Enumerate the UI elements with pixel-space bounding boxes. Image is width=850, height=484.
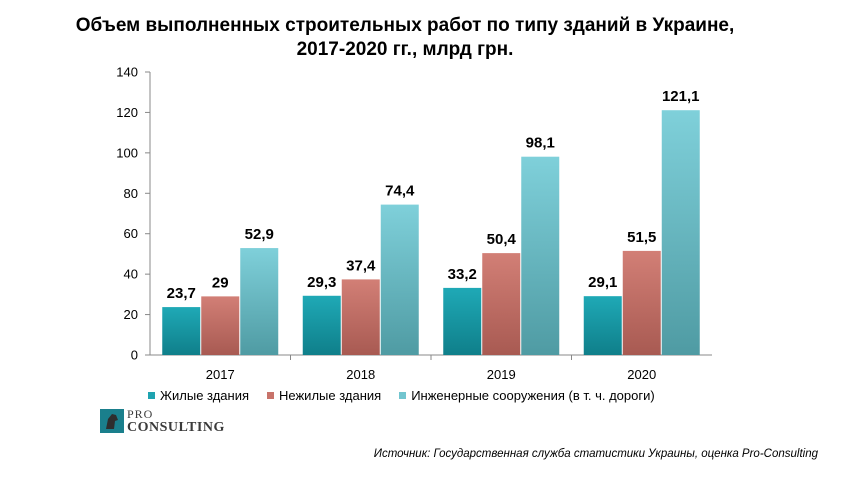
data-label: 50,4 <box>487 231 517 248</box>
y-tick-label: 80 <box>124 186 138 201</box>
legend-label-nonresidential: Нежилые здания <box>279 388 382 403</box>
bar-2018-series-0 <box>302 295 341 355</box>
pro-consulting-logo: PRO CONSULTING <box>100 407 225 435</box>
data-label: 37,4 <box>346 257 376 274</box>
y-tick-label: 100 <box>116 145 138 160</box>
chart-title-line2: 2017-2020 гг., млрд грн. <box>296 39 514 60</box>
logo-text-pro: PRO <box>127 407 154 421</box>
data-label: 121,1 <box>662 88 700 105</box>
source-note: Источник: Государственная служба статист… <box>373 448 818 460</box>
y-tick-label: 40 <box>124 267 138 282</box>
bar-2020-series-2 <box>661 110 700 355</box>
legend-item-engineering: Инженерные сооружения (в т. ч. дороги) <box>399 388 655 403</box>
bar-2020-series-1 <box>622 250 661 355</box>
legend-label-engineering: Инженерные сооружения (в т. ч. дороги) <box>411 388 655 403</box>
chart-legend: Жилые здания Нежилые здания Инженерные с… <box>148 388 655 403</box>
legend-swatch-nonresidential <box>267 392 275 399</box>
legend-swatch-engineering <box>399 392 407 399</box>
x-tick-label: 2017 <box>206 367 235 382</box>
y-tick-label: 60 <box>124 226 138 241</box>
legend-label-residential: Жилые здания <box>160 388 250 403</box>
chart-title-line1: Объем выполненных строительных работ по … <box>75 15 735 36</box>
data-label: 29 <box>212 274 229 291</box>
logo-text-consulting: CONSULTING <box>127 420 225 435</box>
legend-swatch-residential <box>148 392 155 399</box>
data-label: 33,2 <box>448 266 477 283</box>
bar-2019-series-0 <box>443 287 482 355</box>
bar-2020-series-0 <box>583 296 622 355</box>
horse-head-icon <box>100 409 124 433</box>
x-tick-label: 2018 <box>346 367 375 382</box>
y-tick-label: 120 <box>116 105 138 120</box>
data-label: 52,9 <box>245 226 274 243</box>
legend-item-nonresidential: Нежилые здания <box>267 388 381 403</box>
y-tick-label: 20 <box>124 307 138 322</box>
data-label: 29,3 <box>307 274 336 291</box>
y-tick-label: 0 <box>131 348 138 363</box>
chart-title: Объем выполненных строительных работ по … <box>0 14 810 62</box>
y-tick-label: 140 <box>116 65 138 80</box>
bar-2019-series-1 <box>482 253 521 355</box>
bar-2017-series-1 <box>201 296 240 355</box>
bar-2019-series-2 <box>521 156 560 355</box>
bar-2018-series-1 <box>341 279 380 355</box>
data-label: 51,5 <box>627 229 656 246</box>
data-label: 74,4 <box>385 183 415 200</box>
bar-2017-series-2 <box>240 248 279 355</box>
bar-2017-series-0 <box>162 307 201 355</box>
data-label: 29,1 <box>588 274 617 291</box>
x-tick-label: 2020 <box>627 367 656 382</box>
data-label: 23,7 <box>167 285 196 302</box>
data-label: 98,1 <box>526 135 555 152</box>
x-tick-label: 2019 <box>487 367 516 382</box>
legend-item-residential: Жилые здания <box>148 388 249 403</box>
bar-2018-series-2 <box>380 204 419 355</box>
